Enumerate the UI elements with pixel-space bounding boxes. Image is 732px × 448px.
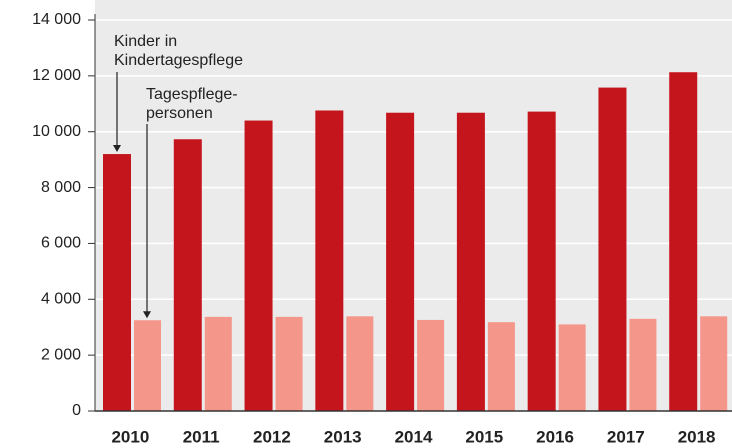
bar: [487, 322, 515, 411]
bar: [275, 316, 303, 411]
y-tick-label: 6 000: [41, 235, 81, 252]
bar: [134, 320, 161, 411]
x-tick-label: 2011: [183, 427, 220, 446]
series-label: Kinder in Kindertagespflege: [114, 33, 243, 69]
x-tick-label: 2015: [465, 427, 503, 446]
bar: [598, 87, 627, 411]
series-label: Tagespflege-personen: [146, 86, 238, 122]
x-tick-label: 2016: [536, 427, 574, 446]
x-tick-label: 2014: [395, 427, 433, 446]
x-tick-label: 2013: [324, 427, 362, 446]
bar: [527, 111, 556, 411]
x-tick-label: 2012: [253, 427, 291, 446]
x-tick-label: 2017: [607, 427, 645, 446]
y-tick-label: 8 000: [41, 179, 81, 196]
y-tick-label: 4 000: [41, 291, 81, 308]
y-tick-label: 2 000: [41, 346, 81, 363]
bar: [244, 120, 273, 412]
y-tick-label: 0: [72, 402, 81, 419]
bar: [173, 139, 202, 411]
bar: [315, 110, 344, 411]
y-tick-label: 14 000: [32, 11, 81, 28]
y-tick-label: 12 000: [32, 67, 81, 84]
bar: [386, 112, 415, 412]
bar: [417, 319, 445, 411]
bar: [629, 318, 657, 411]
bar: [346, 316, 374, 411]
bar: [103, 154, 131, 412]
y-tick-label: 10 000: [32, 123, 81, 140]
bar: [456, 112, 485, 412]
bar: [700, 316, 728, 411]
x-tick-label: 2018: [678, 427, 716, 446]
bar: [204, 316, 232, 411]
x-tick-label: 2010: [111, 427, 149, 446]
arrow-head: [143, 311, 151, 319]
bar: [669, 72, 698, 411]
arrow-head: [113, 145, 121, 153]
bar: [558, 324, 586, 411]
